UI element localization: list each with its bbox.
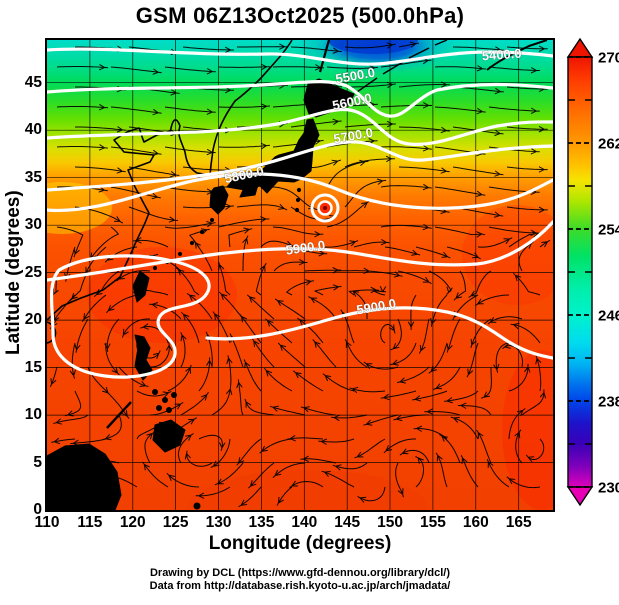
x-tick-label: 165 (505, 514, 532, 531)
x-tick-label: 155 (419, 514, 446, 531)
y-tick-label: 30 (24, 216, 42, 234)
x-tick-label: 135 (248, 514, 275, 531)
colorbar: 270 262 254 246 238 230 (566, 37, 619, 507)
page-title: GSM 06Z13Oct2025 (500.0hPa) (135, 3, 465, 28)
y-tick-label: 25 (24, 263, 42, 281)
colorbar-ticks: 270 262 254 246 238 230 (568, 50, 619, 497)
contour-label-5400: 5400.0 (481, 46, 522, 64)
y-tick-label: 0 (33, 501, 42, 518)
contour-label-5900-south: 5900.0 (355, 296, 397, 318)
colorbar-under-arrow (566, 486, 594, 507)
wind-streamlines (49, 41, 551, 508)
colorbar-tick-label: 270 (598, 50, 619, 67)
typhoon-vortex (310, 193, 340, 223)
colorbar-tick-label: 246 (598, 308, 619, 325)
contour-label-5500: 5500.0 (334, 65, 376, 87)
y-tick-label: 35 (24, 168, 42, 186)
x-axis-title: Longitude (degrees) (208, 533, 392, 554)
y-tick-label: 5 (33, 453, 42, 471)
contour-label-5900-north: 5900.0 (285, 237, 326, 257)
y-tick-label: 40 (24, 121, 42, 139)
contour-label-5700: 5700.0 (332, 125, 374, 147)
map-canvas: 5400.0 5500.0 5600.0 5700.0 5800.0 5900.… (47, 40, 553, 510)
y-tick-label: 10 (24, 406, 42, 424)
contour-labels: 5400.0 5500.0 5600.0 5700.0 5800.0 5900.… (223, 45, 523, 318)
colorbar-tick-label: 254 (598, 222, 619, 239)
geopotential-height-contours (47, 47, 553, 379)
x-tick-label: 120 (119, 514, 146, 531)
x-tick-label: 150 (377, 514, 403, 531)
credit-line-1: Drawing by DCL (https://www.gfd-dennou.o… (149, 567, 451, 579)
credits: Drawing by DCL (https://www.gfd-dennou.o… (40, 567, 560, 593)
colorbar-over-arrow (566, 37, 594, 58)
x-tick-label: 115 (77, 514, 103, 531)
x-tick-label: 110 (34, 514, 60, 531)
colorbar-tick-label: 262 (598, 136, 619, 153)
x-tick-label: 130 (205, 514, 232, 531)
credit-line-2: Data from http://database.rish.kyoto-u.a… (149, 580, 451, 592)
y-tick-label: 45 (24, 73, 42, 91)
x-tick-label: 160 (462, 514, 489, 531)
colorbar-tick-label: 230 (598, 480, 619, 497)
x-tick-label: 140 (291, 514, 318, 531)
y-tick-label: 15 (24, 358, 42, 376)
colorbar-tick-label: 238 (598, 394, 619, 411)
x-tick-label: 145 (334, 514, 361, 531)
map-plot-area: 5400.0 5500.0 5600.0 5700.0 5800.0 5900.… (45, 38, 555, 512)
y-tick-label: 20 (24, 311, 42, 329)
x-tick-label: 125 (162, 514, 189, 531)
